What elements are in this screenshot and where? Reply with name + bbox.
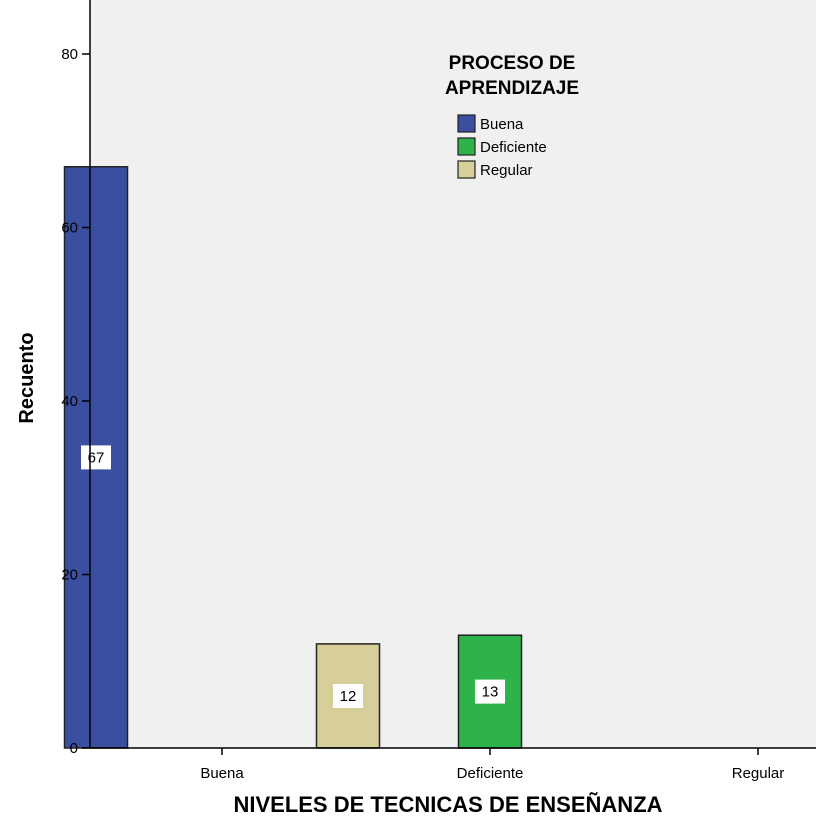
- data-label: 67: [88, 449, 105, 466]
- legend-label: Regular: [480, 162, 533, 179]
- legend-label: Buena: [480, 116, 524, 133]
- y-tick-label: 0: [70, 740, 78, 757]
- x-axis-title: NIVELES DE TECNICAS DE ENSEÑANZA: [233, 792, 662, 817]
- x-ticks-group: Buena Deficiente Regular: [200, 748, 784, 782]
- legend-swatch: [457, 114, 476, 133]
- legend-title-line-2: APRENDIZAJE: [445, 78, 579, 99]
- legend-title-line-1: PROCESO DE: [449, 53, 576, 74]
- y-axis-title: Recuento: [16, 332, 38, 423]
- x-tick-label: Deficiente: [457, 765, 524, 782]
- data-label-box: [333, 683, 363, 708]
- y-tick-label: 20: [61, 567, 78, 584]
- legend-swatch: [457, 137, 476, 156]
- y-tick-label: 40: [61, 393, 78, 410]
- x-tick-label: Regular: [732, 765, 785, 782]
- data-labels-group: 67131271: [81, 445, 505, 708]
- x-tick-label: Buena: [200, 765, 244, 782]
- y-tick-label: 60: [61, 220, 78, 237]
- y-tick-label: 80: [61, 46, 78, 63]
- data-label-box: [81, 445, 111, 470]
- data-label: 13: [482, 684, 499, 701]
- legend: PROCESO DE APRENDIZAJE Buena Deficiente Re…: [445, 53, 579, 179]
- data-label-box: [475, 679, 505, 704]
- legend-swatch: [457, 160, 476, 179]
- plot-area: [90, 0, 816, 748]
- data-label: 12: [340, 688, 357, 705]
- legend-label: Deficiente: [480, 139, 547, 156]
- legend-items: Buena Deficiente Regular: [457, 114, 547, 179]
- y-ticks-group: 0 20 40 60 80: [61, 46, 90, 757]
